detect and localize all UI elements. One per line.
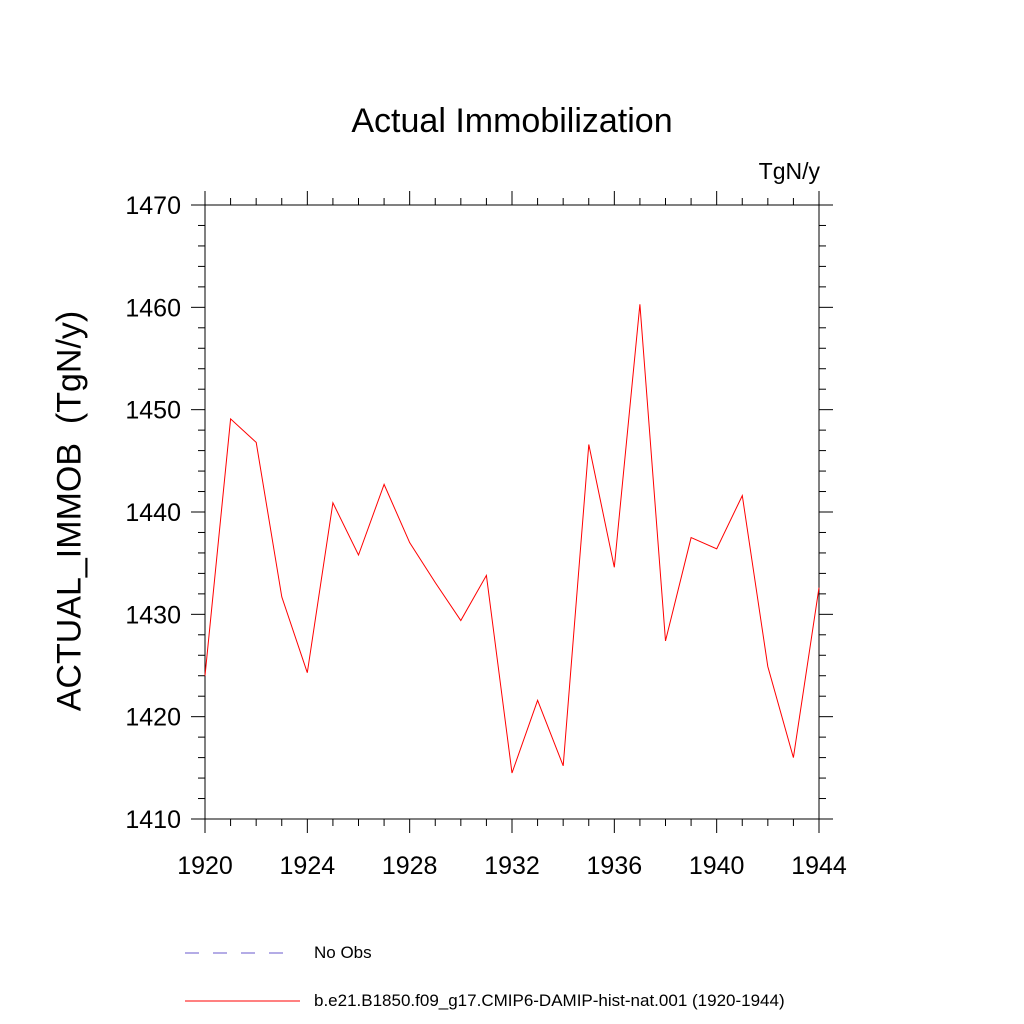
y-tick-label: 1440 <box>125 499 181 527</box>
legend-label-model: b.e21.B1850.f09_g17.CMIP6-DAMIP-hist-nat… <box>314 991 785 1010</box>
y-tick-label: 1410 <box>125 806 181 834</box>
y-tick-label: 1450 <box>125 397 181 425</box>
x-tick-label: 1920 <box>177 852 233 880</box>
x-tick-label: 1936 <box>587 852 643 880</box>
x-tick-label: 1924 <box>280 852 336 880</box>
axis-tick-labels: 1920 1924 1928 1932 1936 1940 1944 1410 1420 1430… <box>125 192 847 880</box>
y-tick-label: 1470 <box>125 192 181 220</box>
x-tick-label: 1928 <box>382 852 438 880</box>
x-tick-label: 1940 <box>689 852 745 880</box>
axis-ticks <box>191 191 833 833</box>
legend-label-no-obs: No Obs <box>314 943 372 962</box>
plot-frame <box>204 204 820 820</box>
y-tick-label: 1430 <box>125 601 181 629</box>
series-line <box>204 304 820 774</box>
x-tick-label: 1932 <box>484 852 540 880</box>
chart-title: Actual Immobilization <box>351 102 673 140</box>
y-tick-label: 1460 <box>125 294 181 322</box>
y-tick-label: 1420 <box>125 704 181 732</box>
x-tick-label: 1944 <box>791 852 847 880</box>
units-label: TgN/y <box>758 158 820 184</box>
y-axis-label: ACTUAL_IMMOB (TgN/y) <box>50 310 89 712</box>
